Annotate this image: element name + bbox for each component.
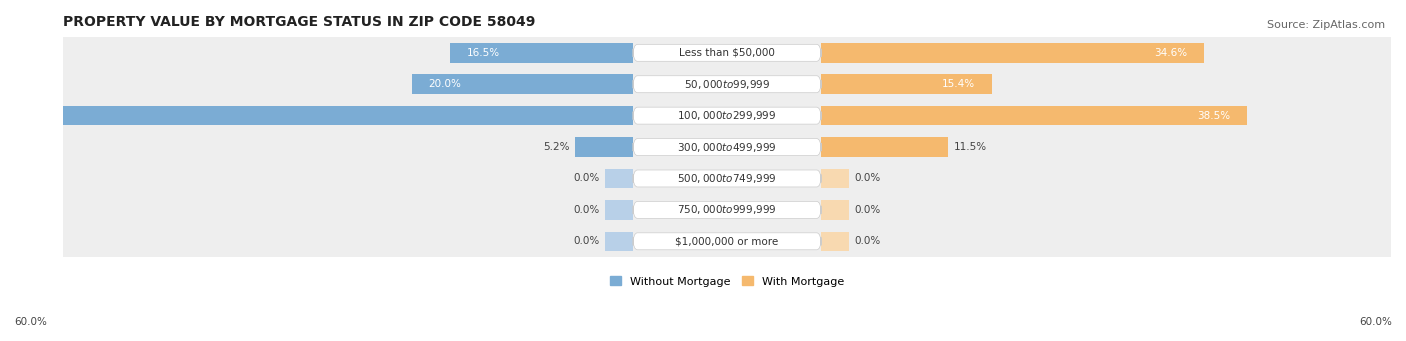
Text: $100,000 to $299,999: $100,000 to $299,999 xyxy=(678,109,776,122)
FancyBboxPatch shape xyxy=(633,44,821,61)
Bar xyxy=(606,232,633,251)
FancyBboxPatch shape xyxy=(633,107,821,124)
Bar xyxy=(575,137,633,157)
Text: 16.5%: 16.5% xyxy=(467,48,501,58)
Text: 5.2%: 5.2% xyxy=(544,142,569,152)
Text: 60.0%: 60.0% xyxy=(14,317,46,327)
Bar xyxy=(821,232,849,251)
Bar xyxy=(63,226,1391,257)
Bar xyxy=(821,106,1247,125)
Text: $500,000 to $749,999: $500,000 to $749,999 xyxy=(678,172,778,185)
Text: 11.5%: 11.5% xyxy=(953,142,987,152)
Text: $750,000 to $999,999: $750,000 to $999,999 xyxy=(678,203,778,217)
Text: 60.0%: 60.0% xyxy=(1360,317,1392,327)
Text: PROPERTY VALUE BY MORTGAGE STATUS IN ZIP CODE 58049: PROPERTY VALUE BY MORTGAGE STATUS IN ZIP… xyxy=(63,15,536,29)
Text: Source: ZipAtlas.com: Source: ZipAtlas.com xyxy=(1267,20,1385,30)
FancyBboxPatch shape xyxy=(633,202,821,218)
Text: 0.0%: 0.0% xyxy=(855,174,880,183)
Bar xyxy=(63,194,1391,226)
FancyBboxPatch shape xyxy=(633,170,821,187)
Text: 20.0%: 20.0% xyxy=(429,79,461,89)
Text: $300,000 to $499,999: $300,000 to $499,999 xyxy=(678,140,778,153)
Text: Less than $50,000: Less than $50,000 xyxy=(679,48,775,58)
Text: 0.0%: 0.0% xyxy=(855,236,880,246)
Bar xyxy=(821,200,849,220)
Bar xyxy=(606,200,633,220)
Text: 0.0%: 0.0% xyxy=(574,205,600,215)
Legend: Without Mortgage, With Mortgage: Without Mortgage, With Mortgage xyxy=(606,272,848,291)
Text: 0.0%: 0.0% xyxy=(855,205,880,215)
Bar xyxy=(821,74,991,94)
Bar xyxy=(412,74,633,94)
Text: 34.6%: 34.6% xyxy=(1154,48,1188,58)
Bar xyxy=(63,37,1391,69)
Bar xyxy=(63,69,1391,100)
Bar xyxy=(63,163,1391,194)
Bar xyxy=(63,100,1391,131)
Text: 0.0%: 0.0% xyxy=(574,236,600,246)
Bar xyxy=(0,106,633,125)
FancyBboxPatch shape xyxy=(633,138,821,155)
Bar xyxy=(63,131,1391,163)
Bar xyxy=(821,169,849,188)
Text: 15.4%: 15.4% xyxy=(942,79,974,89)
Bar xyxy=(606,169,633,188)
Text: $1,000,000 or more: $1,000,000 or more xyxy=(675,236,779,246)
Text: 58.3%: 58.3% xyxy=(4,110,38,121)
Text: 38.5%: 38.5% xyxy=(1198,110,1230,121)
Bar xyxy=(821,137,949,157)
Text: $50,000 to $99,999: $50,000 to $99,999 xyxy=(683,78,770,91)
FancyBboxPatch shape xyxy=(633,233,821,250)
Text: 0.0%: 0.0% xyxy=(574,174,600,183)
FancyBboxPatch shape xyxy=(633,76,821,93)
Bar xyxy=(450,43,633,62)
Bar xyxy=(821,43,1204,62)
